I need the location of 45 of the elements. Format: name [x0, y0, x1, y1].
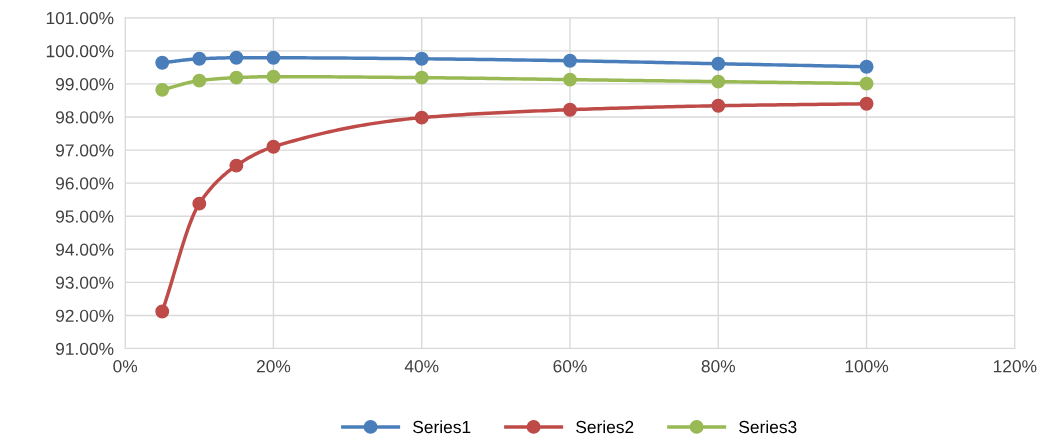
y-tick-label: 95.00% — [55, 210, 114, 223]
point — [229, 50, 244, 65]
point — [192, 51, 207, 66]
point — [229, 158, 244, 173]
y-tick-label: 92.00% — [55, 309, 114, 322]
y-tick-label: 98.00% — [55, 111, 114, 124]
x-tick-label: 40% — [404, 360, 439, 373]
legend-label: Series3 — [739, 420, 797, 434]
y-tick-label: 97.00% — [55, 144, 114, 157]
point — [192, 196, 207, 211]
point — [859, 96, 874, 111]
point — [414, 51, 429, 66]
y-tick-label: 100.00% — [46, 45, 114, 58]
y-tick-label: 94.00% — [55, 243, 114, 256]
x-tick-label: 20% — [256, 360, 291, 373]
x-tick-label: 80% — [701, 360, 736, 373]
point — [266, 139, 281, 154]
point — [563, 53, 577, 68]
point — [266, 50, 281, 65]
point — [229, 70, 244, 85]
y-tick-label: 91.00% — [55, 342, 114, 355]
y-tick-label: 96.00% — [55, 177, 114, 190]
legend-label: Series1 — [413, 420, 471, 434]
point — [192, 73, 207, 88]
x-tick-label: 60% — [553, 360, 587, 373]
point — [859, 59, 874, 74]
x-tick-label: 100% — [845, 360, 889, 373]
point — [563, 102, 577, 117]
y-tick-label: 99.00% — [55, 78, 114, 91]
point — [711, 56, 726, 71]
y-tick-label: 101.00% — [46, 11, 114, 25]
point — [155, 304, 170, 319]
point — [414, 70, 429, 85]
point — [859, 76, 874, 91]
point — [563, 72, 577, 87]
y-tick-label: 93.00% — [55, 276, 114, 289]
point — [266, 69, 281, 84]
legend-label: Series2 — [576, 420, 634, 434]
x-tick-label: 120% — [993, 360, 1037, 373]
point — [414, 110, 429, 125]
point — [711, 74, 726, 89]
point — [155, 55, 170, 70]
point — [155, 82, 170, 97]
x-tick-label: 0% — [113, 360, 138, 373]
point — [711, 98, 726, 113]
